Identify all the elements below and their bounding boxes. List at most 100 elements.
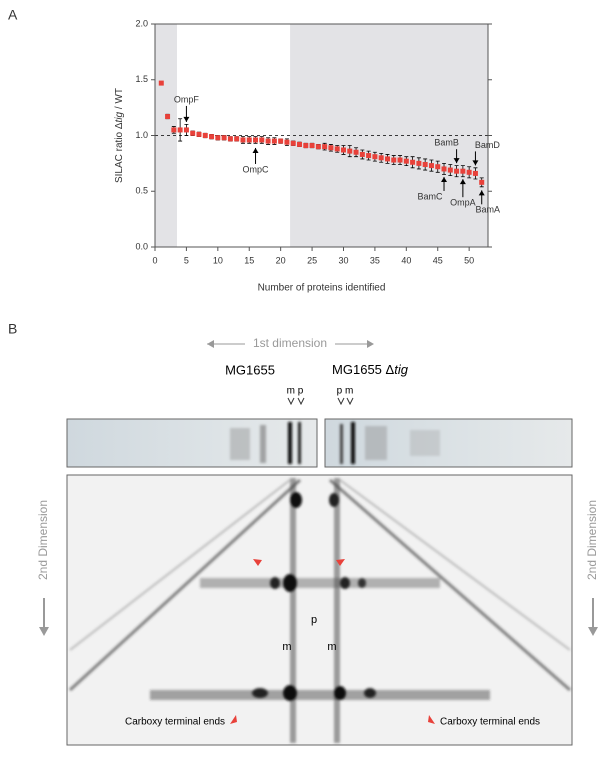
annotation-arrow-head <box>478 190 485 196</box>
point <box>403 158 409 164</box>
annotation-label: OmpC <box>243 164 270 174</box>
annotation-label: BamA <box>475 205 500 215</box>
annotation-arrow-head <box>441 176 448 182</box>
x-tick-label: 10 <box>213 255 223 265</box>
point <box>190 130 196 136</box>
y-tick-label: 1.5 <box>135 74 148 84</box>
x-tick-label: 40 <box>401 255 411 265</box>
point <box>322 144 328 150</box>
annotation-arrow-head <box>453 158 460 164</box>
point <box>221 135 227 141</box>
lane-arrows <box>287 397 354 406</box>
panel-label: B <box>8 321 17 337</box>
y-tick-label: 1.0 <box>135 130 148 140</box>
point <box>378 155 384 161</box>
annotation-arrow-head <box>252 147 259 153</box>
strain-text: MG1655 Δ <box>332 362 394 377</box>
point <box>353 149 359 155</box>
point <box>359 151 365 157</box>
point <box>366 153 372 159</box>
point <box>234 136 240 142</box>
point <box>215 135 221 141</box>
dimension-label: 2nd Dimension <box>585 500 599 580</box>
annotation-arrow-head <box>459 179 466 185</box>
dimension-label: 1st dimension <box>253 336 327 350</box>
gel-spots <box>68 478 571 743</box>
point <box>391 157 397 163</box>
y-tick-label: 0.0 <box>135 241 148 251</box>
gel-panel: 1st dimension MG1655 MG1655 Δtig m p p m <box>36 336 599 746</box>
point <box>428 163 434 169</box>
strain-label: MG1655 Δtig <box>332 362 409 377</box>
point <box>278 138 284 144</box>
point <box>177 127 183 133</box>
point <box>479 179 485 185</box>
shaded-region <box>155 24 177 247</box>
y-axis-label-part: tig <box>114 111 125 122</box>
point <box>227 136 233 142</box>
annotation-arrow-head <box>472 160 479 166</box>
point <box>315 144 321 150</box>
point <box>410 159 416 165</box>
point <box>334 146 340 152</box>
point <box>171 127 177 133</box>
y-axis-label-part: SILAC ratio Δ <box>114 122 125 183</box>
x-tick-label: 35 <box>370 255 380 265</box>
point <box>196 131 202 137</box>
panel-label: A <box>8 7 18 23</box>
point <box>165 114 171 120</box>
point <box>297 141 303 147</box>
annotation-label: OmpA <box>450 198 476 208</box>
strip-bands <box>230 422 440 464</box>
gel-2d <box>66 474 573 746</box>
x-tick-label: 45 <box>433 255 443 265</box>
point <box>441 166 447 172</box>
point <box>372 154 378 160</box>
point <box>265 138 271 144</box>
y-tick-label: 2.0 <box>135 18 148 28</box>
annotation-label: BamC <box>418 191 444 201</box>
x-tick-label: 5 <box>184 255 189 265</box>
x-tick-label: 0 <box>152 255 157 265</box>
x-axis-label: Number of proteins identified <box>258 283 386 294</box>
point <box>183 127 189 133</box>
annotation-arrow-head <box>183 116 190 122</box>
point <box>259 137 265 143</box>
point <box>240 137 246 143</box>
point <box>472 170 478 176</box>
spot-label: m <box>327 641 336 653</box>
y-axis-label: SILAC ratio Δtig / WT <box>114 88 125 183</box>
y-axis-label-part: / WT <box>114 88 125 112</box>
strain-label: MG1655 <box>225 362 275 377</box>
point <box>253 137 259 143</box>
point <box>435 164 441 170</box>
point <box>397 157 403 163</box>
point <box>284 139 290 145</box>
carboxy-label: Carboxy terminal ends <box>440 717 540 728</box>
lane-labels: m p <box>287 386 304 397</box>
gel-strip <box>324 418 573 468</box>
annotation-label: BamB <box>434 138 459 148</box>
gel-strip <box>66 418 318 468</box>
annotation-label: OmpF <box>174 94 200 104</box>
strain-text: tig <box>394 362 409 377</box>
arrow-head <box>207 340 214 348</box>
point <box>340 147 346 153</box>
point <box>202 133 208 138</box>
point <box>309 143 315 149</box>
point <box>460 168 466 174</box>
point <box>454 168 460 174</box>
lane-labels: p m <box>337 386 354 397</box>
spot-label: p <box>311 614 317 626</box>
point <box>447 167 453 173</box>
annotation-label: BamD <box>475 140 501 150</box>
arrow-head <box>367 340 374 348</box>
arrow-head <box>588 627 598 636</box>
spot-label: m <box>282 641 291 653</box>
y-tick-label: 0.5 <box>135 186 148 196</box>
point <box>328 145 334 151</box>
point <box>422 161 428 167</box>
carboxy-label: Carboxy terminal ends <box>125 717 225 728</box>
